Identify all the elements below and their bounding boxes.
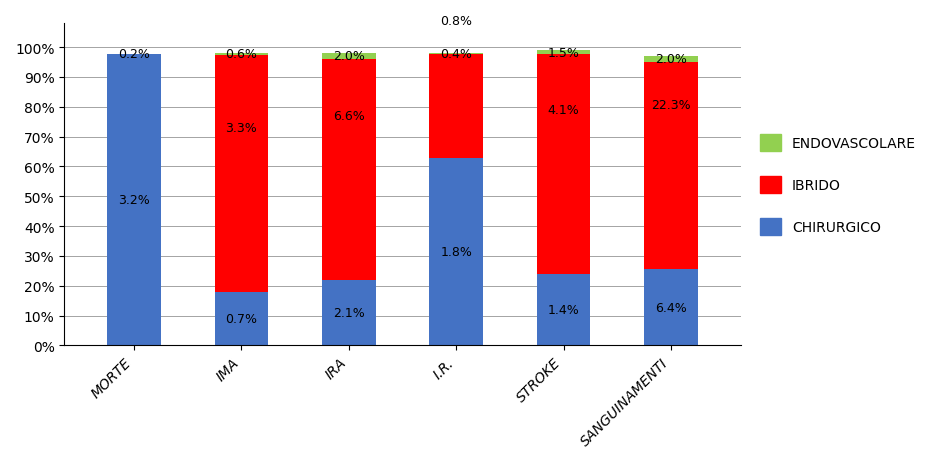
Text: 1.8%: 1.8% [440, 246, 472, 259]
Text: 2.0%: 2.0% [332, 50, 364, 63]
Text: 0.7%: 0.7% [226, 313, 257, 325]
Text: 6.4%: 6.4% [654, 301, 686, 314]
Bar [643, 63, 697, 269]
Text: 0.4%: 0.4% [440, 48, 472, 61]
Bar [214, 292, 268, 346]
Legend: ENDOVASCOLARE, IBRIDO, CHIRURGICO: ENDOVASCOLARE, IBRIDO, CHIRURGICO [753, 129, 920, 241]
Bar [322, 60, 375, 280]
Bar [429, 54, 482, 55]
Bar [643, 57, 697, 63]
Bar [429, 55, 482, 159]
Bar [429, 159, 482, 346]
Text: 0.8%: 0.8% [440, 15, 472, 28]
Bar [214, 54, 268, 56]
Bar [643, 269, 697, 346]
Text: 2.0%: 2.0% [654, 53, 686, 66]
Text: 6.6%: 6.6% [332, 110, 364, 123]
Bar [214, 56, 268, 292]
Text: 0.6%: 0.6% [226, 48, 257, 61]
Text: 2.1%: 2.1% [332, 307, 364, 319]
Text: 1.4%: 1.4% [548, 304, 578, 317]
Bar [322, 280, 375, 346]
Text: 0.2%: 0.2% [118, 48, 150, 61]
Text: 22.3%: 22.3% [651, 99, 690, 112]
Bar [536, 51, 590, 56]
Text: 4.1%: 4.1% [548, 104, 578, 117]
Bar [107, 55, 161, 346]
Bar [536, 56, 590, 274]
Text: 1.5%: 1.5% [547, 47, 578, 60]
Text: 3.3%: 3.3% [226, 122, 257, 135]
Bar [536, 274, 590, 346]
Text: 3.2%: 3.2% [118, 194, 150, 207]
Bar [322, 54, 375, 60]
